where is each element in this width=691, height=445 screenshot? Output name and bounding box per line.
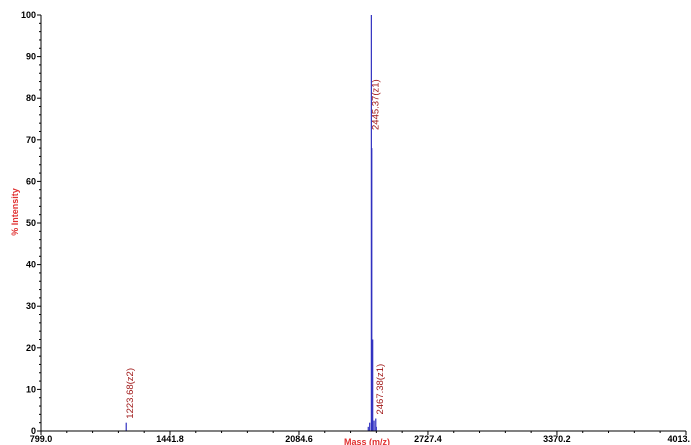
x-tick-label: 2727.4 — [414, 434, 442, 444]
y-tick-label: 40 — [26, 260, 36, 270]
x-axis-title: Mass (m/z) — [344, 437, 390, 445]
x-axis-ticks: 799.0 1441.8 2084.6 2727.4 3370.2 4013. — [30, 431, 690, 444]
y-tick-label: 90 — [26, 52, 36, 62]
y-tick-label: 60 — [26, 176, 36, 186]
y-axis-ticks: 0 10 20 30 40 50 60 70 80 90 100 — [21, 10, 41, 436]
x-tick-label: 4013. — [667, 434, 690, 444]
x-tick-label: 3370.2 — [543, 434, 571, 444]
x-tick-label: 799.0 — [30, 434, 53, 444]
peak-annotation: 1223.68(z2) — [125, 368, 136, 419]
peak-annotations: 1223.68(z2) 2445.37(z1) 2467.38(z1) — [125, 79, 386, 418]
y-tick-label: 80 — [26, 93, 36, 103]
y-axis-title: % Intensity — [10, 188, 20, 236]
peak-annotation: 2445.37(z1) — [370, 79, 381, 130]
x-tick-label: 1441.8 — [156, 434, 184, 444]
y-tick-label: 30 — [26, 301, 36, 311]
x-tick-label: 2084.6 — [285, 434, 313, 444]
y-tick-label: 0 — [31, 426, 36, 436]
y-tick-label: 20 — [26, 343, 36, 353]
y-tick-label: 100 — [21, 10, 36, 20]
spectrum-peaks — [125, 15, 377, 431]
y-tick-label: 70 — [26, 135, 36, 145]
peak-annotation: 2467.38(z1) — [375, 364, 386, 415]
y-tick-label: 50 — [26, 218, 36, 228]
y-tick-label: 10 — [26, 384, 36, 394]
